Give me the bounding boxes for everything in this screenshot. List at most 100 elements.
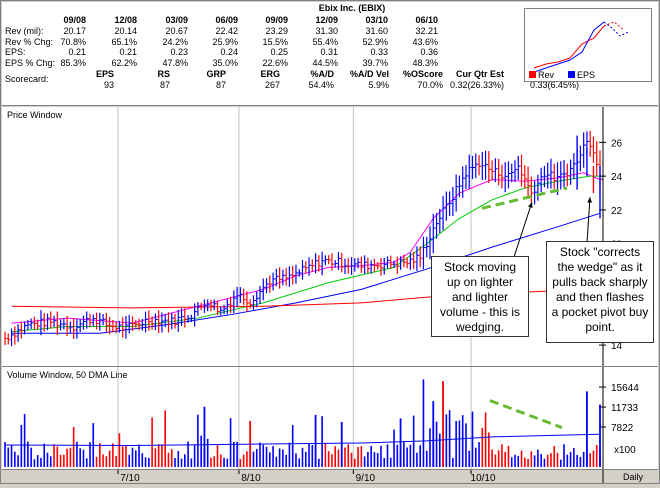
- price-bar: [563, 160, 567, 188]
- scorecard-name: %A/D: [310, 69, 334, 79]
- price-bar: [507, 161, 511, 189]
- x-axis-strip: 7/10 8/10 9/10 10/10 Daily: [2, 470, 658, 484]
- correct-wedge-annotation: Stock "corrects the wedge" as it pulls b…: [546, 241, 654, 343]
- price-bar: [259, 285, 263, 304]
- volume-window-title: Volume Window, 50 DMA Line: [7, 370, 128, 380]
- scorecard-name: RS: [157, 69, 170, 79]
- scorecard-name: Cur Qtr Est: [455, 69, 504, 79]
- price-bar: [164, 314, 168, 328]
- daily-label[interactable]: Daily: [623, 472, 644, 482]
- scorecard-value: 87: [159, 80, 170, 90]
- volume-tick-label: 15644: [611, 383, 639, 394]
- price-bar: [354, 258, 358, 272]
- scorecard-name: %OScore: [402, 69, 443, 79]
- price-bar: [524, 165, 528, 189]
- price-bar: [501, 164, 505, 189]
- price-bar: [269, 275, 273, 293]
- price-bar: [435, 213, 440, 239]
- wedge-trendline: [481, 186, 568, 210]
- price-bar: [236, 286, 240, 308]
- price-bar: [377, 262, 381, 270]
- quarter-header: 03/09: [165, 15, 188, 25]
- price-bar: [484, 150, 489, 180]
- quarter-header: 06/09: [215, 15, 238, 25]
- price-bar: [14, 326, 18, 345]
- price-bar: [167, 312, 171, 333]
- price-bar: [517, 155, 521, 180]
- price-bar: [69, 321, 73, 334]
- price-bar: [229, 296, 234, 314]
- price-bar: [92, 314, 96, 327]
- price-bar: [249, 299, 253, 309]
- price-bar: [452, 186, 456, 217]
- price-bar: [566, 163, 570, 187]
- price-bar: [223, 304, 227, 315]
- price-bar: [82, 315, 86, 330]
- rev-legend-label: Rev: [538, 70, 555, 80]
- price-bar: [89, 313, 93, 328]
- quarter-header: 12/09: [315, 15, 338, 25]
- row-value: 23.29: [265, 26, 288, 36]
- date-tick-label: 7/10: [120, 473, 140, 483]
- price-bar: [213, 299, 217, 311]
- wedge-arrow: [513, 201, 533, 258]
- price-bar: [334, 260, 338, 268]
- price-bar: [439, 208, 443, 234]
- row-value: 55.4%: [312, 36, 338, 47]
- price-bar: [491, 160, 495, 181]
- price-bar: [4, 331, 8, 346]
- price-bar: [596, 141, 600, 176]
- price-bar: [171, 313, 175, 330]
- price-bar: [246, 291, 250, 312]
- scorecard-value: 70.0%: [417, 80, 443, 90]
- price-bar: [458, 175, 462, 198]
- price-bar: [30, 318, 34, 330]
- volume-tick-label: 7822: [611, 423, 634, 434]
- price-bar: [56, 311, 60, 335]
- price-bar: [53, 315, 57, 328]
- scorecard-value: 5.9%: [368, 80, 389, 90]
- price-bar: [370, 260, 374, 274]
- price-bar: [285, 267, 289, 286]
- scorecard-value: 267: [264, 80, 280, 90]
- row-value: 0.25: [270, 47, 288, 57]
- price-bar: [514, 160, 518, 182]
- price-bar: [151, 316, 155, 330]
- price-bar: [390, 255, 394, 270]
- price-bar: [43, 313, 47, 332]
- price-chart: 14161820222426: [4, 107, 623, 366]
- price-bar: [416, 246, 420, 272]
- price-bar: [203, 299, 207, 313]
- price-bar: [295, 264, 299, 284]
- rev-legend-swatch: [529, 71, 536, 78]
- price-bar: [481, 151, 485, 181]
- row-value: 25.9%: [212, 36, 238, 47]
- price-bar: [445, 191, 449, 221]
- price-bar: [488, 151, 492, 183]
- price-bar: [115, 321, 119, 334]
- price-bar: [194, 303, 198, 327]
- scorecard-value: 0.32(26.33%): [449, 80, 504, 90]
- price-bar: [475, 153, 479, 179]
- price-bar: [177, 309, 181, 332]
- price-bar: [383, 257, 387, 275]
- price-bar: [511, 163, 515, 183]
- price-bar: [305, 261, 309, 274]
- row-value: 62.2%: [111, 57, 137, 68]
- price-bar: [187, 315, 191, 323]
- price-bar: [337, 252, 341, 270]
- scorecard-name: ERG: [260, 69, 280, 79]
- price-bar: [73, 318, 77, 339]
- row-value: 20.17: [63, 26, 86, 36]
- row-value: 32.21: [415, 26, 438, 36]
- volume-decline-line: [489, 399, 563, 430]
- wedge-arrow-head: [528, 202, 533, 208]
- price-bar: [141, 318, 145, 331]
- price-bar: [301, 260, 305, 280]
- row-value: 22.42: [215, 26, 238, 36]
- price-bar: [17, 324, 21, 342]
- price-bar: [256, 291, 260, 308]
- row-value: 24.2%: [162, 36, 188, 47]
- price-bar: [357, 257, 361, 269]
